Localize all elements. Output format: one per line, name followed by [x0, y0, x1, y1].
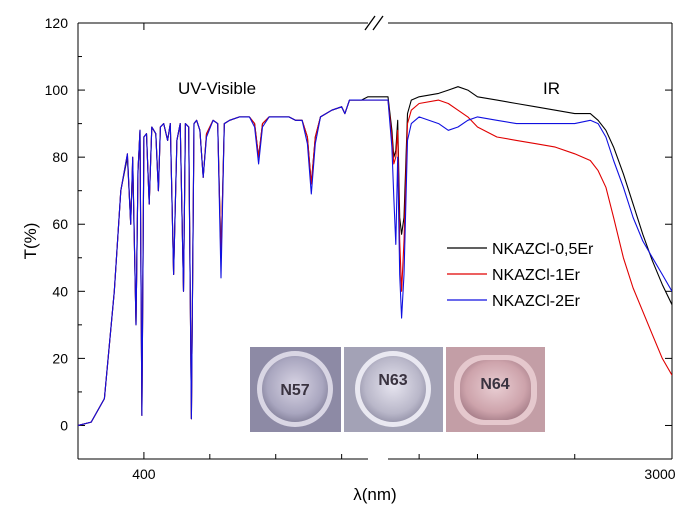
sample-photo-n57: N57 [250, 347, 341, 432]
y-axis-title: T(%) [21, 223, 40, 260]
x-axis-title: λ(nm) [353, 485, 396, 504]
series-lines [78, 86, 672, 427]
legend-label-2: NKAZCl-2Er [492, 293, 581, 310]
y-tick-label-20: 20 [52, 350, 68, 366]
sample-photo-n63: N63 [344, 347, 443, 432]
legend: NKAZCl-0,5Er NKAZCl-1Er NKAZCl-2Er [447, 241, 594, 310]
x-tick-label-3000: 3000 [644, 466, 675, 482]
series-line-2 [78, 99, 672, 427]
y-tick-label-40: 40 [52, 283, 68, 299]
legend-item-0: NKAZCl-0,5Er [447, 241, 594, 258]
y-tick-label-60: 60 [52, 216, 68, 232]
annotation-uv-visible: UV-Visible [178, 79, 256, 98]
y-tick-label-0: 0 [60, 417, 68, 433]
y-tick-label-80: 80 [52, 149, 68, 165]
axis-ticks: 0 20 40 60 80 100 120 400 3000 [45, 15, 676, 482]
sample-label-n57: N57 [280, 382, 309, 399]
y-tick-label-120: 120 [45, 15, 69, 31]
legend-label-1: NKAZCl-1Er [492, 267, 581, 284]
y-tick-label-100: 100 [45, 82, 69, 98]
sample-label-n63: N63 [378, 372, 407, 389]
x-tick-label-400: 400 [132, 466, 156, 482]
sample-label-n64: N64 [480, 376, 509, 393]
legend-item-1: NKAZCl-1Er [447, 267, 581, 284]
axis-break-top [364, 15, 384, 31]
annotation-ir: IR [543, 79, 560, 98]
legend-label-0: NKAZCl-0,5Er [492, 241, 594, 258]
legend-item-2: NKAZCl-2Er [447, 293, 581, 310]
sample-photo-n64: N64 [446, 347, 545, 432]
